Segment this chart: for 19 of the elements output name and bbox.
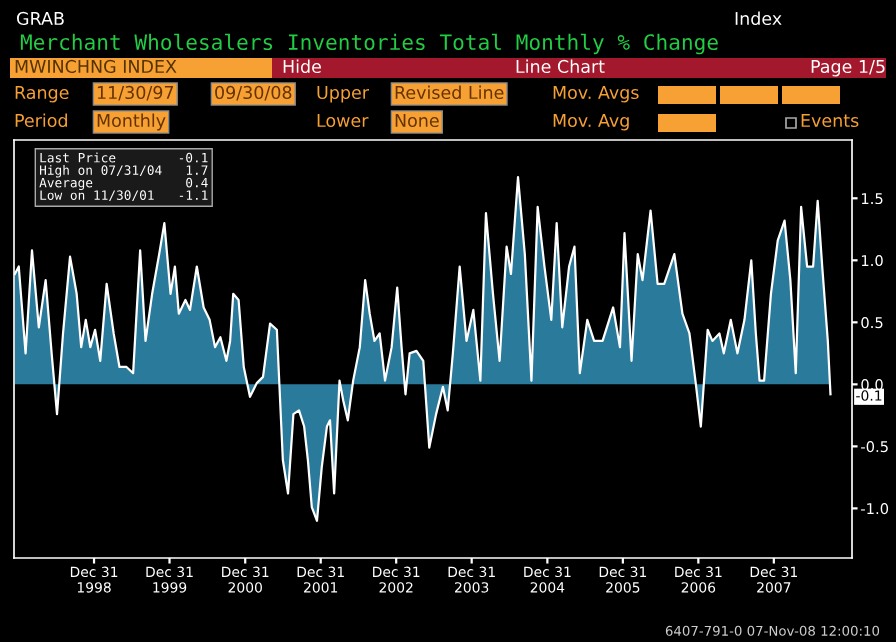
text: Line Chart (516, 59, 605, 74)
text: Mov. Avg (553, 114, 629, 131)
text: Monthly (97, 113, 166, 131)
text: Page 1/5 (811, 60, 885, 77)
chart-title: Merchant Wholesalers Inventories Total Monthly % Change (20, 33, 718, 55)
text: 09/30/08 (215, 85, 292, 101)
text: Lower (317, 114, 369, 128)
text: Period (15, 113, 67, 128)
text: None (395, 114, 439, 128)
text: Index (735, 11, 782, 26)
text: GRAB (16, 11, 64, 26)
text: MWINCHNG INDEX (15, 59, 177, 74)
text: Events (801, 114, 859, 128)
text: 11/30/97 (97, 85, 174, 101)
text: Range (15, 86, 69, 103)
text: Hide (283, 59, 321, 74)
text: Mov. Avgs (553, 86, 639, 103)
text: Upper (317, 86, 369, 103)
text: Revised Line (395, 85, 504, 100)
